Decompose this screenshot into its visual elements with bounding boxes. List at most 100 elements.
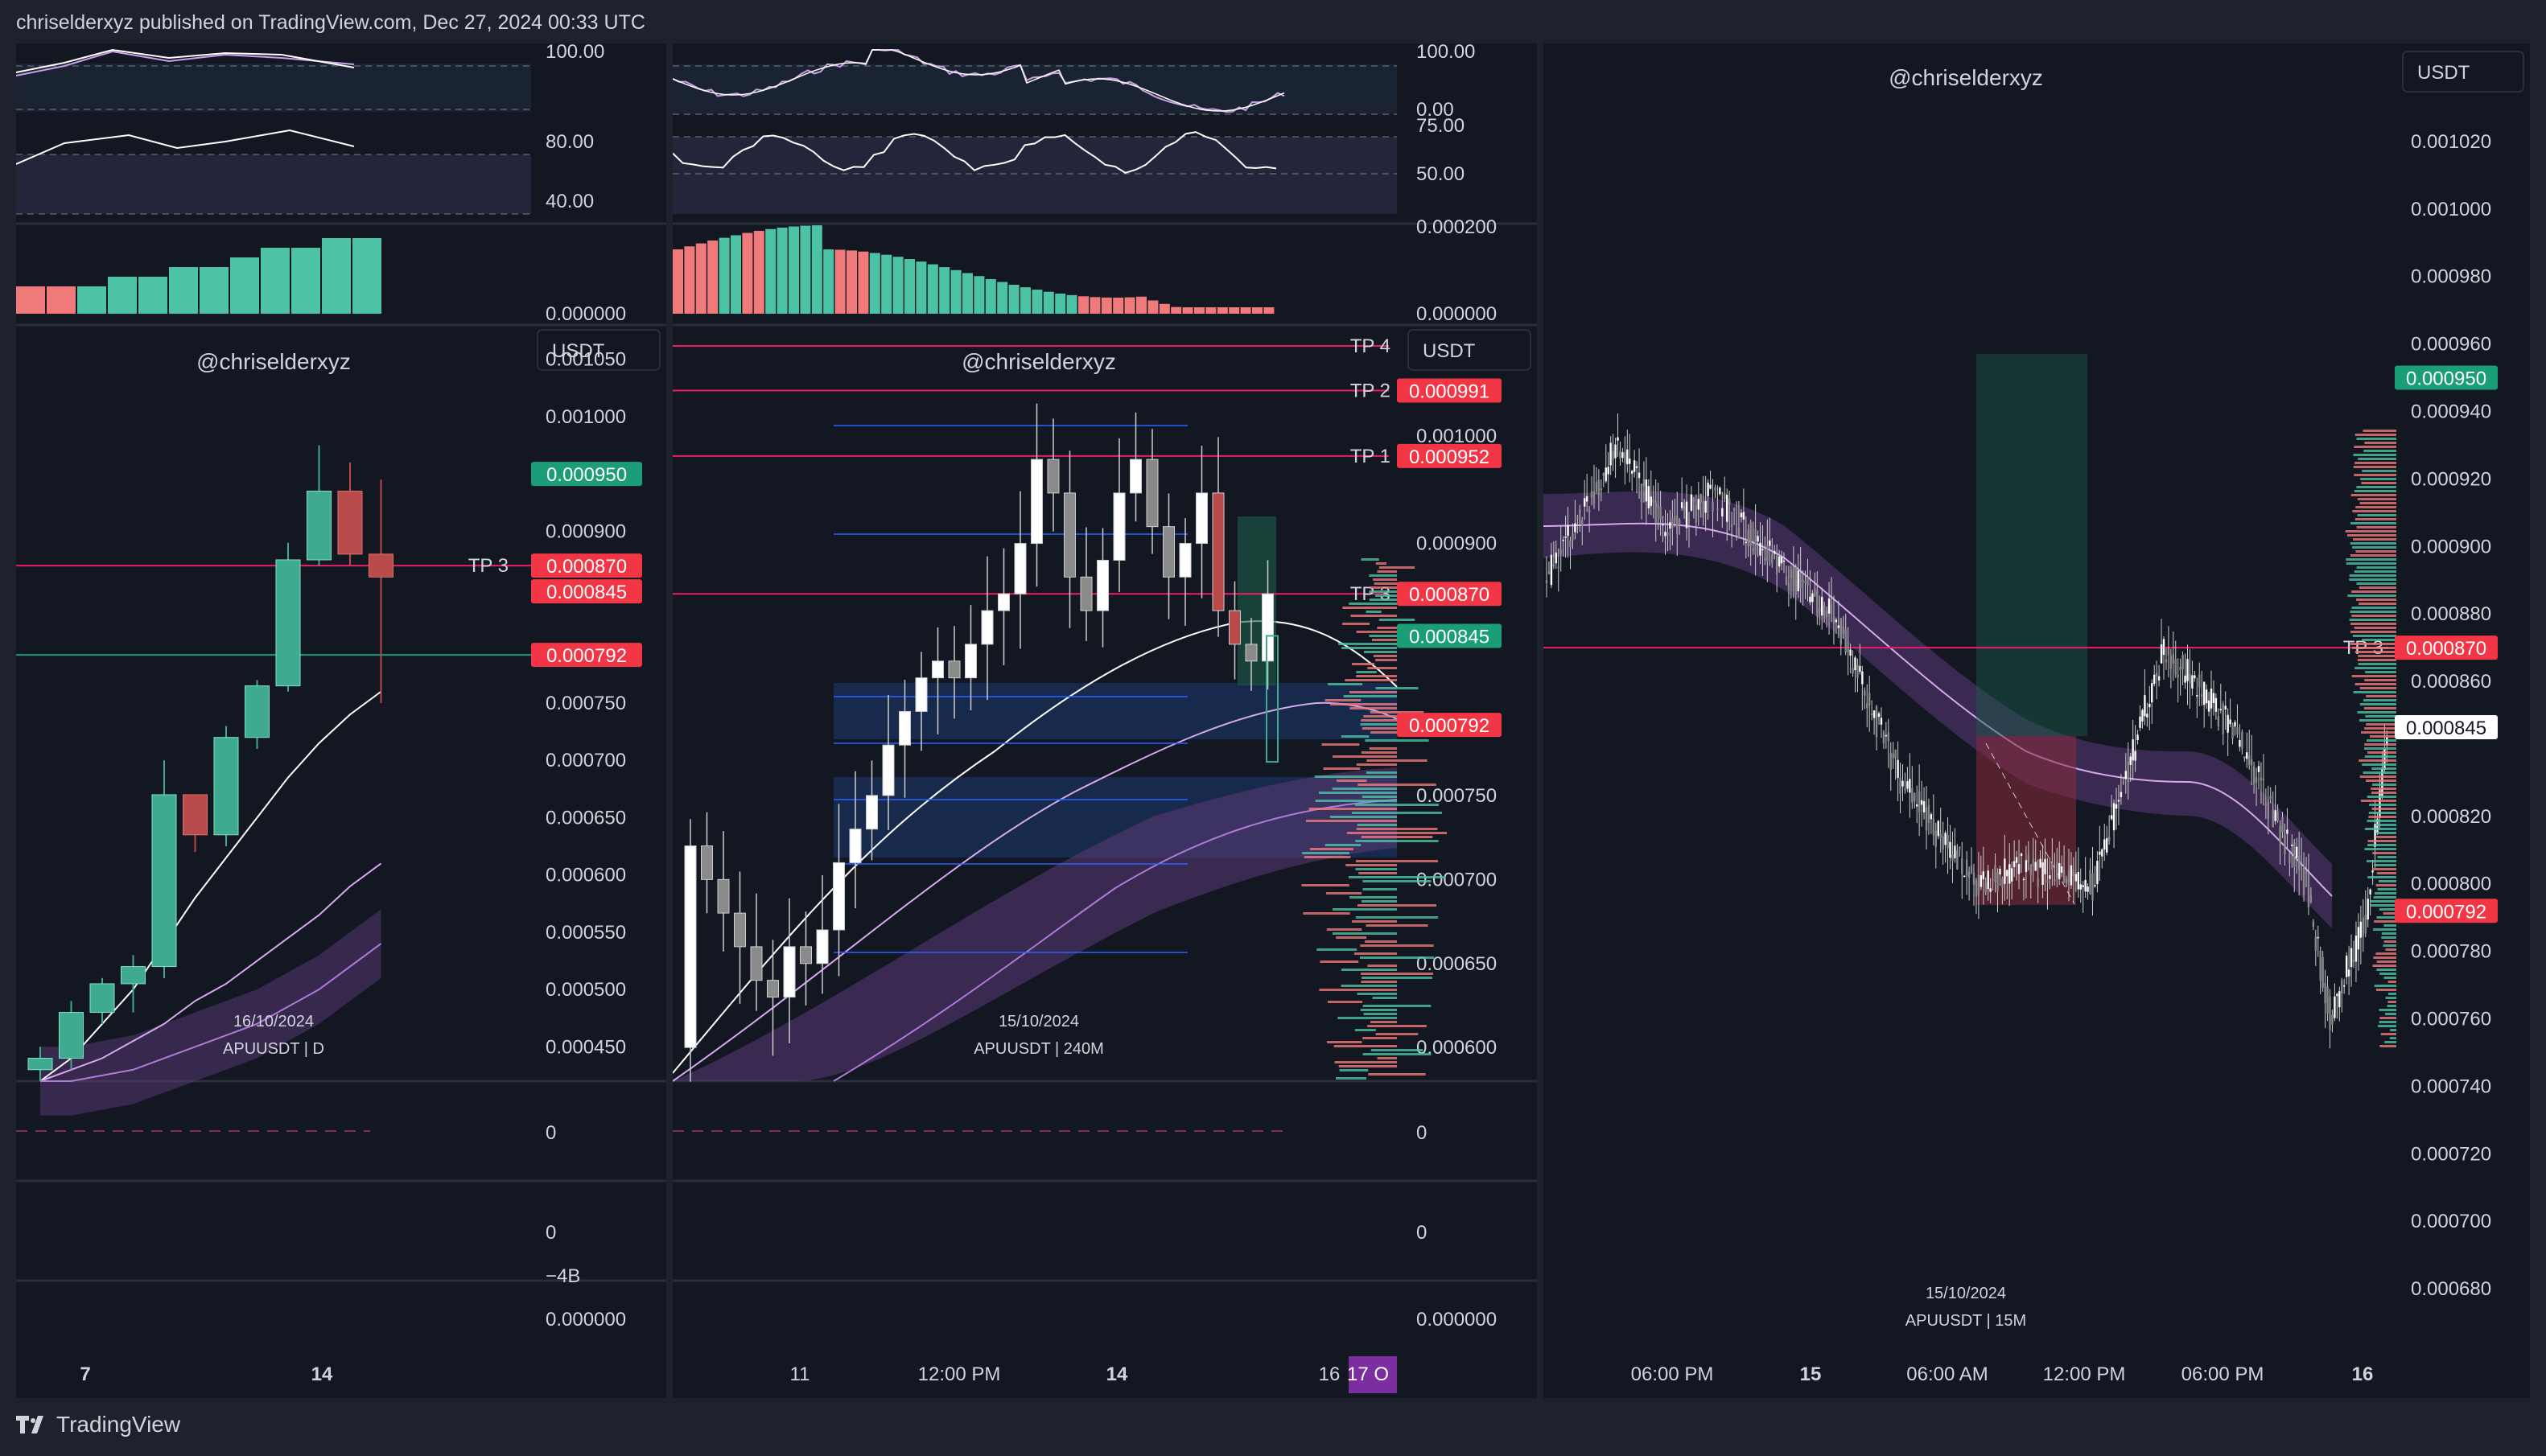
candle-body bbox=[2267, 801, 2269, 820]
volume-profile-bar bbox=[1324, 844, 1362, 846]
volume-profile-bar bbox=[1375, 687, 1419, 689]
volume-profile-bar bbox=[1361, 973, 1433, 975]
volume-profile-bar bbox=[1354, 804, 1440, 806]
candle-body bbox=[1821, 597, 1823, 616]
candle-body bbox=[998, 593, 1010, 611]
candle-body bbox=[684, 845, 697, 1048]
candle-body bbox=[1927, 805, 1930, 823]
candle-body bbox=[2082, 885, 2084, 887]
volume-profile-bar bbox=[2367, 739, 2396, 742]
candle-body bbox=[2367, 899, 2369, 920]
candle-body bbox=[2260, 777, 2263, 781]
candle-body bbox=[2347, 969, 2350, 977]
candle-body bbox=[1885, 734, 1888, 737]
volume-profile-bar bbox=[1353, 952, 1397, 955]
stoch-label-40: 40.00 bbox=[546, 191, 594, 212]
volume-profile-bar bbox=[2366, 695, 2396, 697]
volume-profile-bar bbox=[1332, 788, 1397, 790]
price-label-bg bbox=[2395, 635, 2498, 660]
volume-profile-bar bbox=[1334, 1061, 1397, 1063]
candle-body bbox=[1752, 548, 1754, 552]
tp-label: TP 1 bbox=[1350, 446, 1390, 467]
volume-bar bbox=[1020, 287, 1031, 314]
candle-body bbox=[1804, 581, 1807, 584]
candle-body bbox=[1662, 524, 1664, 526]
daily-chart-svg[interactable]: 100.00 80.00 40.00 0.000000 @chriselderxyz US… bbox=[16, 43, 666, 1398]
candle-body bbox=[1130, 459, 1142, 494]
volume-profile-bar bbox=[2359, 775, 2396, 778]
candle-body bbox=[2117, 800, 2120, 802]
volume-profile-bar bbox=[2358, 663, 2396, 665]
candle-body bbox=[2181, 655, 2184, 669]
volume-profile-bar bbox=[1341, 647, 1397, 649]
candle-body bbox=[1782, 560, 1786, 562]
volume-profile-bar bbox=[1357, 993, 1397, 995]
candle-body bbox=[1732, 508, 1736, 511]
volume-profile-bar bbox=[2363, 771, 2396, 774]
candle-body bbox=[1959, 847, 1961, 849]
candle-body bbox=[2155, 672, 2158, 677]
volume-profile-bar bbox=[2363, 707, 2396, 709]
candle-body bbox=[1229, 610, 1241, 645]
candle-body bbox=[1999, 868, 2001, 874]
volume-profile-bar bbox=[2354, 683, 2396, 685]
candle-body bbox=[1897, 759, 1899, 778]
price-label: 0.000792 bbox=[1409, 715, 1489, 737]
y-tick: 0.000720 bbox=[2411, 1143, 2491, 1165]
volume-profile-bar bbox=[1333, 1045, 1397, 1047]
volume-profile-bar bbox=[2349, 619, 2396, 621]
candle-body bbox=[899, 710, 911, 746]
chart-panel-4h[interactable]: 100.00 0.00 75.00 50.00 0.000000 0.000200 @chr… bbox=[673, 43, 1537, 1398]
volume-profile-bar bbox=[2362, 763, 2396, 766]
4h-chart-svg[interactable]: 100.00 0.0075.00 50.00 0.000000 0.000200 @chr… bbox=[673, 43, 1537, 1398]
candle-body bbox=[1859, 665, 1861, 672]
volume-axis-label: 0.000000 bbox=[1416, 303, 1497, 325]
candle-body bbox=[2022, 878, 2025, 881]
volume-profile-bar bbox=[2381, 932, 2396, 935]
price-label-bg bbox=[531, 579, 642, 604]
candle-body bbox=[1861, 671, 1864, 685]
candle-body bbox=[1163, 526, 1175, 578]
volume-profile-bar bbox=[2373, 896, 2396, 899]
candle-body bbox=[2177, 674, 2179, 677]
candle-body bbox=[2146, 714, 2148, 718]
volume-profile-bar bbox=[2349, 574, 2396, 577]
volume-bar bbox=[939, 267, 950, 314]
volume-profile-bar bbox=[2376, 969, 2396, 971]
candle-body bbox=[1721, 508, 1724, 517]
candle-body bbox=[2191, 675, 2194, 689]
candle-body bbox=[2336, 993, 2338, 997]
y-tick: 0.000750 bbox=[1416, 785, 1497, 807]
volume-profile-bar bbox=[1373, 655, 1397, 657]
volume-profile-bar bbox=[2390, 1029, 2396, 1031]
stoch-line bbox=[16, 129, 355, 165]
candle-body bbox=[1650, 496, 1652, 507]
volume-bar bbox=[1229, 307, 1240, 314]
volume-profile-bar bbox=[2359, 502, 2396, 504]
chart-panel-daily[interactable]: 100.00 80.00 40.00 0.000000 @chriselderxyz US… bbox=[16, 43, 666, 1398]
rsi-signal bbox=[16, 48, 355, 73]
y-tick: 0.000500 bbox=[546, 979, 626, 1001]
ma-band bbox=[1543, 491, 2332, 928]
chart-panel-15m[interactable]: @chriselderxyz USDT 0.001020 0.001000 0.0009… bbox=[1543, 43, 2530, 1398]
candle-body bbox=[1914, 793, 1916, 802]
candle-body bbox=[1557, 566, 1559, 569]
volume-profile-bar bbox=[2356, 486, 2396, 488]
volume-bar bbox=[695, 243, 707, 314]
candle-body bbox=[1645, 479, 1648, 502]
volume-profile-bar bbox=[2352, 538, 2396, 541]
volume-profile-bar bbox=[2350, 611, 2396, 613]
candle-body bbox=[1631, 471, 1633, 474]
candle-body bbox=[2127, 762, 2129, 783]
y-tick: 0.000980 bbox=[2411, 266, 2491, 288]
15m-chart-svg[interactable]: @chriselderxyz USDT 0.001020 0.001000 0.0009… bbox=[1543, 43, 2530, 1398]
candle-body bbox=[1097, 559, 1109, 611]
volume-profile-bar bbox=[2364, 828, 2396, 830]
volume-profile-bar bbox=[1332, 908, 1397, 911]
candle-body bbox=[1647, 486, 1650, 508]
volume-profile-bar bbox=[1356, 631, 1397, 633]
y-tick: 0.000880 bbox=[2411, 603, 2491, 625]
volume-profile-bar bbox=[1356, 828, 1438, 830]
volume-profile-bar bbox=[2379, 1045, 2396, 1047]
candle-body bbox=[1925, 807, 1928, 831]
